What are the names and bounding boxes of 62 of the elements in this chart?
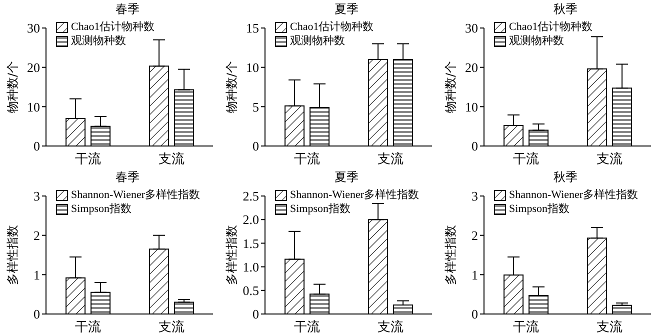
legend-label: Simpson指数 <box>509 202 570 216</box>
y-tick-label: 0 <box>34 306 40 322</box>
legend-label: 观测物种数 <box>290 34 345 48</box>
y-tick-label: 1 <box>472 267 478 282</box>
x-tick-label: 干流 <box>512 319 539 334</box>
legend-label: Shannon-Wiener多样性指数 <box>290 188 420 202</box>
y-tick-label: 20 <box>465 60 478 75</box>
legend-label: Simpson指数 <box>71 202 132 216</box>
x-tick-label: 支流 <box>158 319 184 334</box>
y-tick-label: 30 <box>27 20 40 36</box>
y-tick-label: 15 <box>246 20 259 36</box>
legend-label: Chao1估计物种数 <box>290 20 374 34</box>
chart-title: 秋季 <box>552 1 578 18</box>
y-tick-label: 0.5 <box>242 283 259 298</box>
legend-label: Shannon-Wiener多样性指数 <box>71 188 200 202</box>
x-tick-label: 干流 <box>294 319 320 334</box>
y-tick-label: 20 <box>27 60 40 75</box>
legend-label: Shannon-Wiener多样性指数 <box>509 188 638 202</box>
chart-title: 春季 <box>114 1 140 18</box>
y-tick-label: 10 <box>465 99 478 114</box>
y-axis-title: 多样性指数 <box>443 225 458 285</box>
y-tick-label: 1.5 <box>242 236 259 251</box>
y-tick-label: 0 <box>472 306 478 322</box>
y-tick-label: 30 <box>465 20 478 36</box>
legend-label: 观测物种数 <box>71 34 126 48</box>
x-tick-label: 干流 <box>74 151 101 166</box>
y-tick-label: 2 <box>34 228 40 243</box>
chart-title: 夏季 <box>334 169 360 186</box>
y-axis-title: 物种数/个 <box>443 60 458 114</box>
y-tick-label: 0 <box>472 138 478 154</box>
y-tick-label: 10 <box>27 99 40 114</box>
y-axis-title: 物种数/个 <box>224 60 238 114</box>
legend-label: Chao1估计物种数 <box>509 20 593 34</box>
y-tick-label: 2 <box>472 228 478 243</box>
y-tick-label: 3 <box>34 188 40 204</box>
y-tick-label: 0 <box>252 306 259 322</box>
x-tick-label: 干流 <box>74 319 101 334</box>
x-tick-label: 支流 <box>377 151 404 166</box>
legend-label: 观测物种数 <box>509 34 564 48</box>
x-tick-label: 支流 <box>596 319 622 334</box>
chart-title: 春季 <box>114 169 140 186</box>
y-tick-label: 1.0 <box>242 259 259 274</box>
x-tick-label: 干流 <box>294 151 320 166</box>
y-axis-title: 多样性指数 <box>5 225 20 285</box>
y-axis-title: 多样性指数 <box>224 225 238 285</box>
x-tick-label: 支流 <box>596 151 622 166</box>
chart-title: 夏季 <box>334 1 360 18</box>
x-tick-label: 支流 <box>158 151 184 166</box>
y-tick-label: 1 <box>34 267 40 282</box>
chart-title: 秋季 <box>552 169 578 186</box>
y-axis-title: 物种数/个 <box>5 60 20 114</box>
x-tick-label: 支流 <box>377 319 404 334</box>
y-tick-label: 0 <box>34 138 40 154</box>
y-tick-label: 10 <box>246 60 259 75</box>
y-tick-label: 3 <box>472 188 478 204</box>
y-tick-label: 2.5 <box>242 188 259 204</box>
y-tick-label: 0 <box>252 138 259 154</box>
y-tick-label: 5 <box>252 99 259 114</box>
legend-label: Simpson指数 <box>290 202 351 216</box>
y-tick-label: 2.0 <box>242 212 259 228</box>
legend-label: Chao1估计物种数 <box>71 20 155 34</box>
x-tick-label: 干流 <box>512 151 539 166</box>
